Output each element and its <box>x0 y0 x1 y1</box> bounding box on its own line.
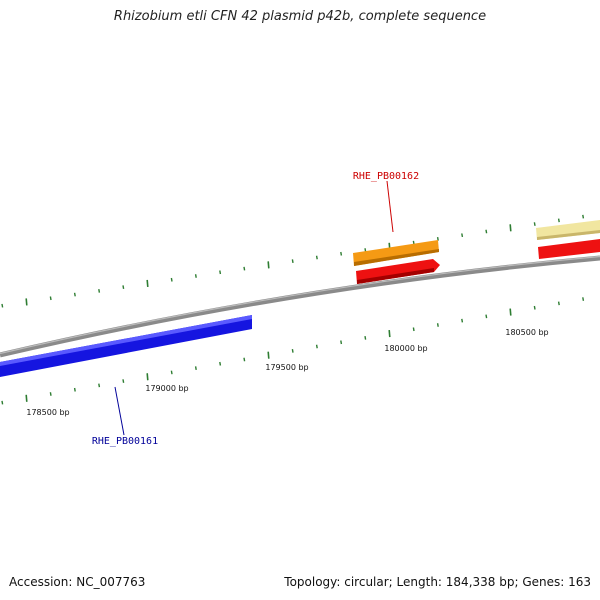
outer-tick-mark <box>582 214 585 219</box>
inner-tick-mark <box>291 348 294 353</box>
outer-tick-mark <box>73 292 76 297</box>
outer-tick-mark <box>194 274 197 278</box>
inner-tick-mark <box>340 340 343 345</box>
outer-tick-mark <box>170 277 173 282</box>
gene-label-rhe-pb00162: RHE_PB00162 <box>353 171 419 182</box>
inner-tick-mark <box>267 351 270 359</box>
inner-tick-mark <box>461 318 464 323</box>
inner-tick-mark <box>122 379 125 383</box>
inner-tick-mark <box>485 314 488 319</box>
inner-tick-mark <box>98 383 101 388</box>
outer-tick-mark <box>146 279 149 287</box>
inner-tick-mark <box>73 387 76 392</box>
tick-label-178500: 178500 bp <box>26 408 69 417</box>
inner-tick-mark <box>219 361 222 366</box>
inner-tick-mark <box>170 370 173 375</box>
inner-tick-mark <box>388 330 391 338</box>
topology-summary: Topology: circular; Length: 184,338 bp; … <box>284 575 591 589</box>
feature-red-right <box>538 239 600 259</box>
outer-tick-mark <box>533 222 536 226</box>
outer-tick-mark <box>219 270 222 275</box>
inner-tick-mark <box>243 357 246 362</box>
outer-tick-mark <box>243 266 246 271</box>
feature-blue-highlight <box>0 315 252 366</box>
map-title: Rhizobium etli CFN 42 plasmid p42b, comp… <box>113 9 487 24</box>
tick-label-180500: 180500 bp <box>505 328 548 337</box>
outer-tick-mark <box>340 251 343 256</box>
outer-tick-mark <box>485 229 488 234</box>
inner-tick-mark <box>1 400 4 405</box>
inner-tick-mark <box>557 301 560 306</box>
feature-red-arrow-shade <box>357 268 434 284</box>
backbone-highlight <box>0 255 600 355</box>
feature-orange-shadow <box>354 249 439 266</box>
outer-tick-ring <box>1 214 585 308</box>
outer-tick-mark <box>25 298 28 306</box>
tick-label-179500: 179500 bp <box>265 363 308 372</box>
inner-tick-mark <box>146 373 149 381</box>
backbone-strand <box>0 255 600 358</box>
inner-tick-mark <box>509 308 512 316</box>
inner-tick-ring <box>1 297 585 405</box>
accession-text: Accession: NC_007763 <box>9 575 146 589</box>
inner-tick-mark <box>412 327 415 332</box>
outer-tick-mark <box>557 218 560 223</box>
inner-tick-mark <box>436 323 439 327</box>
tick-label-179000: 179000 bp <box>145 384 188 393</box>
outer-tick-mark <box>122 285 125 290</box>
outer-tick-mark <box>291 259 294 264</box>
inner-tick-mark <box>25 394 28 402</box>
inner-tick-mark <box>533 305 536 310</box>
inner-tick-mark <box>49 392 52 396</box>
feature-yellow-right-shade <box>537 230 600 240</box>
outer-tick-mark <box>509 224 512 232</box>
outer-tick-mark <box>315 255 318 260</box>
outer-tick-mark <box>98 288 101 293</box>
gene-leader-rhe-pb00161 <box>114 386 125 436</box>
outer-tick-mark <box>436 237 439 241</box>
inner-tick-mark <box>194 366 197 370</box>
gene-leader-rhe-pb00162 <box>386 180 394 233</box>
gene-label-rhe-pb00161: RHE_PB00161 <box>92 436 158 447</box>
inner-tick-mark <box>582 297 585 301</box>
outer-tick-mark <box>461 233 464 238</box>
outer-tick-mark <box>49 296 52 301</box>
inner-tick-mark <box>315 344 318 349</box>
tick-label-180000: 180000 bp <box>384 344 427 353</box>
inner-tick-mark <box>364 336 367 340</box>
outer-tick-mark <box>1 303 4 308</box>
feature-yellow-right <box>536 220 600 240</box>
outer-tick-mark <box>267 261 270 269</box>
